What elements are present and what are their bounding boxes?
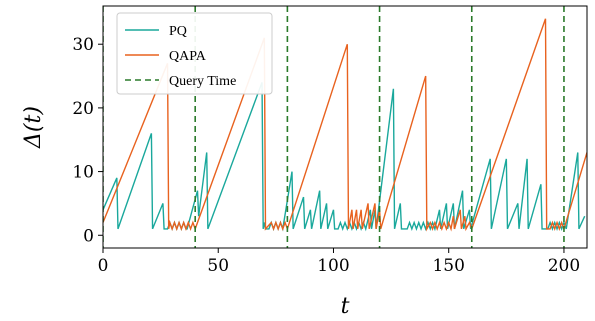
x-tick-label: 150 bbox=[432, 256, 464, 276]
y-tick-label: 20 bbox=[72, 99, 94, 119]
legend-label: PQ bbox=[169, 24, 187, 39]
x-tick-label: 200 bbox=[548, 256, 580, 276]
y-axis-label-group: Δ(t) bbox=[21, 106, 46, 149]
ticks: 0 50 100 150 200 0 10 20 30 bbox=[72, 35, 580, 276]
qapa-series-line bbox=[103, 18, 587, 232]
legend-label: Query Time bbox=[169, 74, 236, 89]
legend: PQ QAPA Query Time bbox=[116, 12, 273, 95]
x-tick-label: 0 bbox=[98, 256, 109, 276]
legend-box bbox=[116, 12, 273, 95]
x-tick-label: 50 bbox=[207, 256, 229, 276]
y-tick-label: 10 bbox=[72, 163, 94, 183]
x-axis-label: t bbox=[341, 294, 350, 319]
y-tick-label: 0 bbox=[83, 226, 94, 246]
legend-label: QAPA bbox=[169, 49, 207, 64]
y-tick-label: 30 bbox=[72, 35, 94, 55]
axes-frame bbox=[102, 5, 588, 249]
x-tick-label: 100 bbox=[317, 256, 349, 276]
y-axis-label: Δ(t) bbox=[21, 106, 46, 149]
